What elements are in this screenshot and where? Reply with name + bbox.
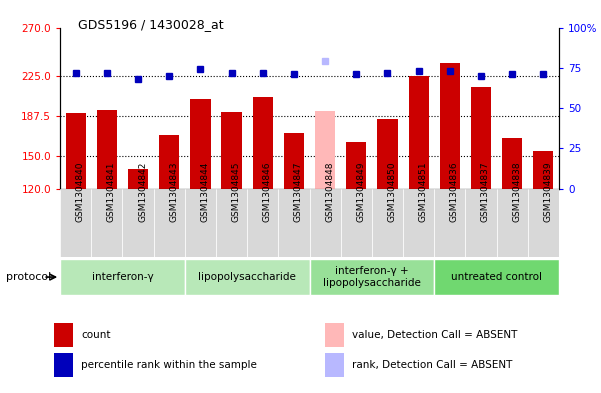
Bar [533,151,554,189]
Bar [310,189,341,257]
Bar [185,259,310,295]
Text: protocol: protocol [6,272,51,282]
Bar [91,189,123,257]
Bar [440,63,460,189]
Text: GDS5196 / 1430028_at: GDS5196 / 1430028_at [78,18,224,31]
Text: GSM1304846: GSM1304846 [263,162,272,222]
Bar [252,97,273,189]
Bar [154,189,185,257]
Text: value, Detection Call = ABSENT: value, Detection Call = ABSENT [352,330,517,340]
Text: GSM1304838: GSM1304838 [512,162,521,222]
Text: GSM1304849: GSM1304849 [356,162,365,222]
Text: rank, Detection Call = ABSENT: rank, Detection Call = ABSENT [352,360,513,370]
Bar [284,133,304,189]
Bar [191,99,210,189]
Bar [66,114,86,189]
Bar [528,189,559,257]
Text: GSM1304840: GSM1304840 [76,162,85,222]
Text: percentile rank within the sample: percentile rank within the sample [81,360,257,370]
Bar [471,86,491,189]
Bar [465,189,496,257]
Text: GSM1304845: GSM1304845 [231,162,240,222]
Bar [346,142,367,189]
Bar [310,259,435,295]
Text: GSM1304841: GSM1304841 [107,162,116,222]
Bar [496,189,528,257]
Bar [247,189,278,257]
Bar [409,76,429,189]
Bar [128,169,148,189]
Text: count: count [81,330,111,340]
Bar [185,189,216,257]
Bar [325,353,344,377]
Text: interferon-γ: interferon-γ [91,272,153,282]
Bar [377,119,398,189]
Bar [325,323,344,347]
Text: GSM1304850: GSM1304850 [388,162,397,222]
Text: untreated control: untreated control [451,272,542,282]
Text: GSM1304851: GSM1304851 [419,162,428,222]
Bar [403,189,434,257]
Bar [278,189,310,257]
Bar [315,111,335,189]
Text: interferon-γ +
lipopolysaccharide: interferon-γ + lipopolysaccharide [323,266,421,288]
Bar [60,259,185,295]
Text: GSM1304844: GSM1304844 [200,162,209,222]
Bar [53,323,73,347]
Bar [434,189,465,257]
Text: GSM1304837: GSM1304837 [481,162,490,222]
Text: GSM1304839: GSM1304839 [543,162,552,222]
Text: GSM1304843: GSM1304843 [169,162,178,222]
Text: GSM1304842: GSM1304842 [138,162,147,222]
Text: GSM1304836: GSM1304836 [450,162,459,222]
Text: lipopolysaccharide: lipopolysaccharide [198,272,296,282]
Bar [216,189,247,257]
Bar [221,112,242,189]
Bar [97,110,117,189]
Bar [159,135,179,189]
Text: GSM1304847: GSM1304847 [294,162,303,222]
Bar [372,189,403,257]
Bar [123,189,154,257]
Bar [60,189,91,257]
Bar [434,259,559,295]
Bar [502,138,522,189]
Bar [53,353,73,377]
Bar [341,189,372,257]
Text: GSM1304848: GSM1304848 [325,162,334,222]
